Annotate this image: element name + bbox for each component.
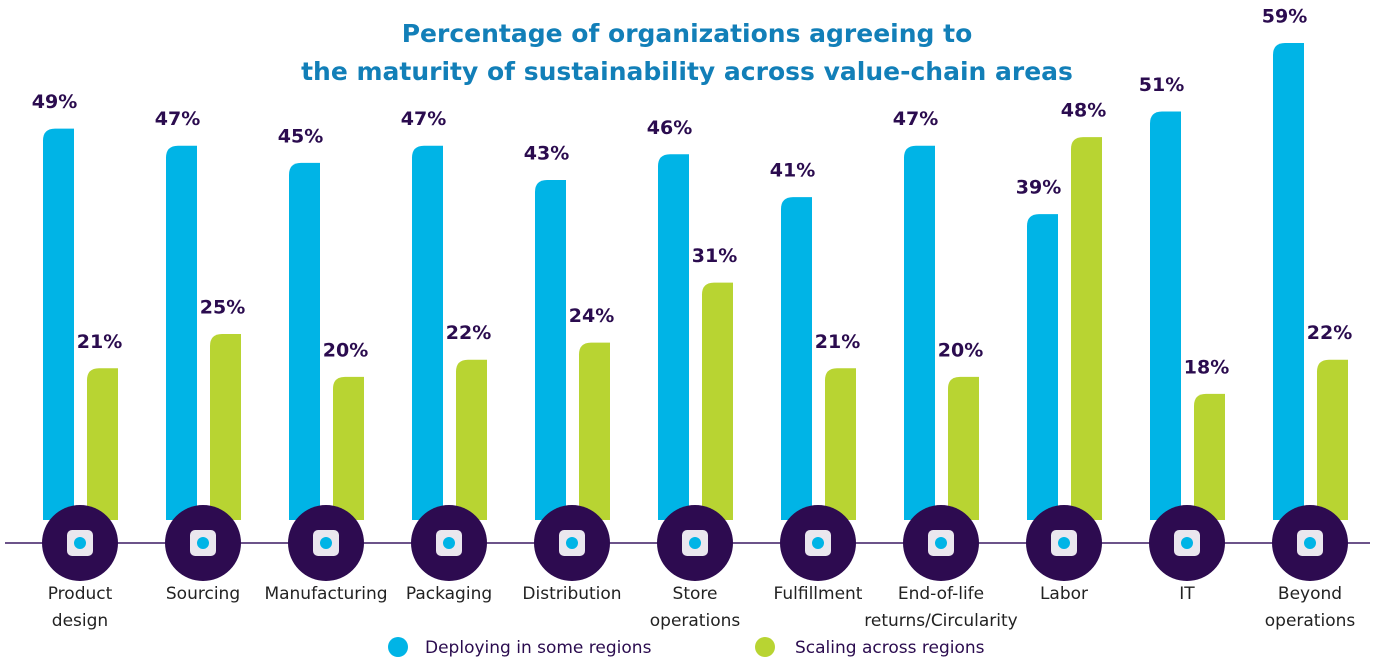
bar: [579, 342, 610, 520]
value-label: 48%: [1061, 100, 1106, 122]
icon-glyph: [1058, 537, 1070, 549]
value-label: 47%: [401, 108, 446, 130]
value-label: 21%: [77, 331, 122, 353]
x-tick-label: End-of-life: [898, 584, 984, 604]
x-tick-label: Beyond: [1278, 584, 1342, 604]
icon-glyph: [566, 537, 578, 549]
value-label: 49%: [32, 91, 77, 113]
bar: [43, 128, 74, 521]
icon-glyph: [1181, 537, 1193, 549]
value-label: 25%: [200, 297, 245, 319]
value-label: 45%: [278, 125, 323, 147]
icon-glyph: [320, 537, 332, 549]
value-label: 18%: [1184, 356, 1229, 378]
bar: [456, 359, 487, 520]
value-label: 47%: [155, 108, 200, 130]
icon-glyph: [74, 537, 86, 549]
x-tick-label: Sourcing: [166, 584, 240, 604]
bar: [289, 162, 320, 520]
chart-title: Percentage of organizations agreeing to: [402, 19, 973, 48]
value-label: 41%: [770, 160, 815, 182]
value-label: 51%: [1139, 74, 1184, 96]
bar: [702, 282, 733, 520]
x-tick-label: Manufacturing: [264, 584, 387, 604]
legend-marker: [388, 637, 408, 657]
bar: [166, 145, 197, 521]
icon-glyph: [689, 537, 701, 549]
value-label: 20%: [938, 339, 983, 361]
x-tick-label: Packaging: [406, 584, 492, 604]
value-label: 39%: [1016, 177, 1061, 199]
icon-glyph: [812, 537, 824, 549]
bar: [1027, 214, 1058, 520]
value-label: 24%: [569, 305, 614, 327]
icon-glyph: [197, 537, 209, 549]
bar: [904, 145, 935, 521]
value-label: 20%: [323, 339, 368, 361]
bar: [535, 179, 566, 520]
legend-label: Deploying in some regions: [425, 638, 652, 657]
value-label: 31%: [692, 245, 737, 267]
legend-marker: [755, 637, 775, 657]
bar: [948, 376, 979, 520]
value-label: 22%: [1307, 322, 1352, 344]
legend-label: Scaling across regions: [795, 638, 985, 657]
bar: [333, 376, 364, 520]
value-label: 21%: [815, 331, 860, 353]
x-tick-label: Distribution: [522, 584, 621, 604]
value-label: 43%: [524, 142, 569, 164]
bar: [1150, 111, 1181, 520]
x-tick-label: design: [52, 611, 108, 631]
bar: [1273, 43, 1304, 520]
bar: [87, 368, 118, 520]
bar: [1317, 359, 1348, 520]
x-tick-label: Store: [673, 584, 718, 604]
bar: [210, 334, 241, 520]
value-label: 46%: [647, 117, 692, 139]
x-tick-label: Product: [48, 584, 113, 604]
x-tick-label: operations: [1265, 611, 1356, 631]
bar: [781, 197, 812, 520]
bar: [1071, 137, 1102, 521]
bar: [1194, 393, 1225, 520]
x-tick-label: operations: [650, 611, 741, 631]
x-tick-label: returns/Circularity: [864, 611, 1017, 631]
chart-title: the maturity of sustainability across va…: [301, 57, 1073, 86]
icon-glyph: [935, 537, 947, 549]
value-label: 47%: [893, 108, 938, 130]
x-tick-label: Fulfillment: [774, 584, 863, 604]
icon-glyph: [443, 537, 455, 549]
value-label: 22%: [446, 322, 491, 344]
bar: [825, 368, 856, 520]
x-tick-label: IT: [1179, 584, 1195, 604]
bar: [658, 154, 689, 520]
bar: [412, 145, 443, 521]
x-tick-label: Labor: [1040, 584, 1088, 604]
icon-glyph: [1304, 537, 1316, 549]
value-label: 59%: [1262, 6, 1307, 28]
